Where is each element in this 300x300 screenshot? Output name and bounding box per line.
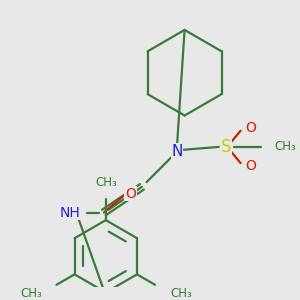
Text: CH₃: CH₃: [275, 140, 296, 153]
Text: O: O: [246, 159, 256, 173]
Text: S: S: [221, 138, 232, 156]
Text: O: O: [246, 121, 256, 135]
Text: N: N: [171, 144, 183, 159]
Text: CH₃: CH₃: [20, 287, 42, 300]
Text: CH₃: CH₃: [95, 176, 117, 189]
Text: O: O: [125, 187, 136, 200]
Text: NH: NH: [59, 206, 80, 220]
Text: CH₃: CH₃: [170, 287, 192, 300]
